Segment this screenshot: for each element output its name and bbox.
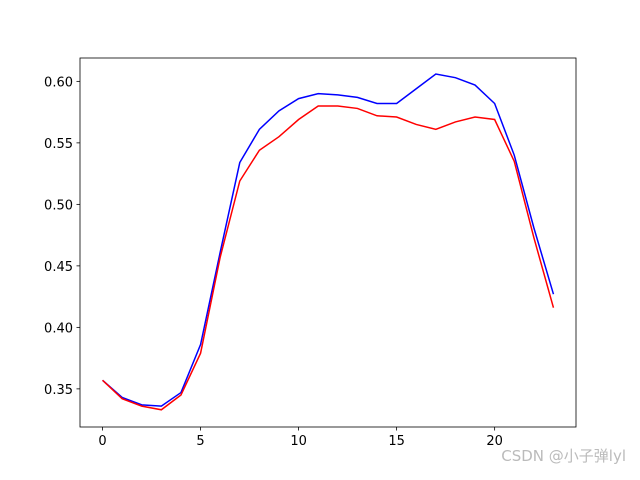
x-tick-label: 0: [98, 434, 106, 449]
axes-frame: [79, 57, 577, 428]
x-tick-label: 20: [486, 434, 503, 449]
series-line: [102, 105, 555, 411]
y-tick-label: 0.45: [44, 260, 73, 275]
y-tick-label: 0.35: [44, 383, 73, 398]
y-tick-label: 0.50: [44, 198, 73, 213]
watermark: CSDN @小子弹lyl: [501, 447, 626, 465]
series-line: [102, 73, 555, 407]
y-tick-label: 0.55: [44, 137, 73, 152]
y-tick-label: 0.60: [44, 75, 73, 90]
x-tick-label: 15: [388, 434, 405, 449]
x-tick-label: 5: [196, 434, 204, 449]
x-tick-label: 10: [290, 434, 307, 449]
y-tick-label: 0.40: [44, 321, 73, 336]
